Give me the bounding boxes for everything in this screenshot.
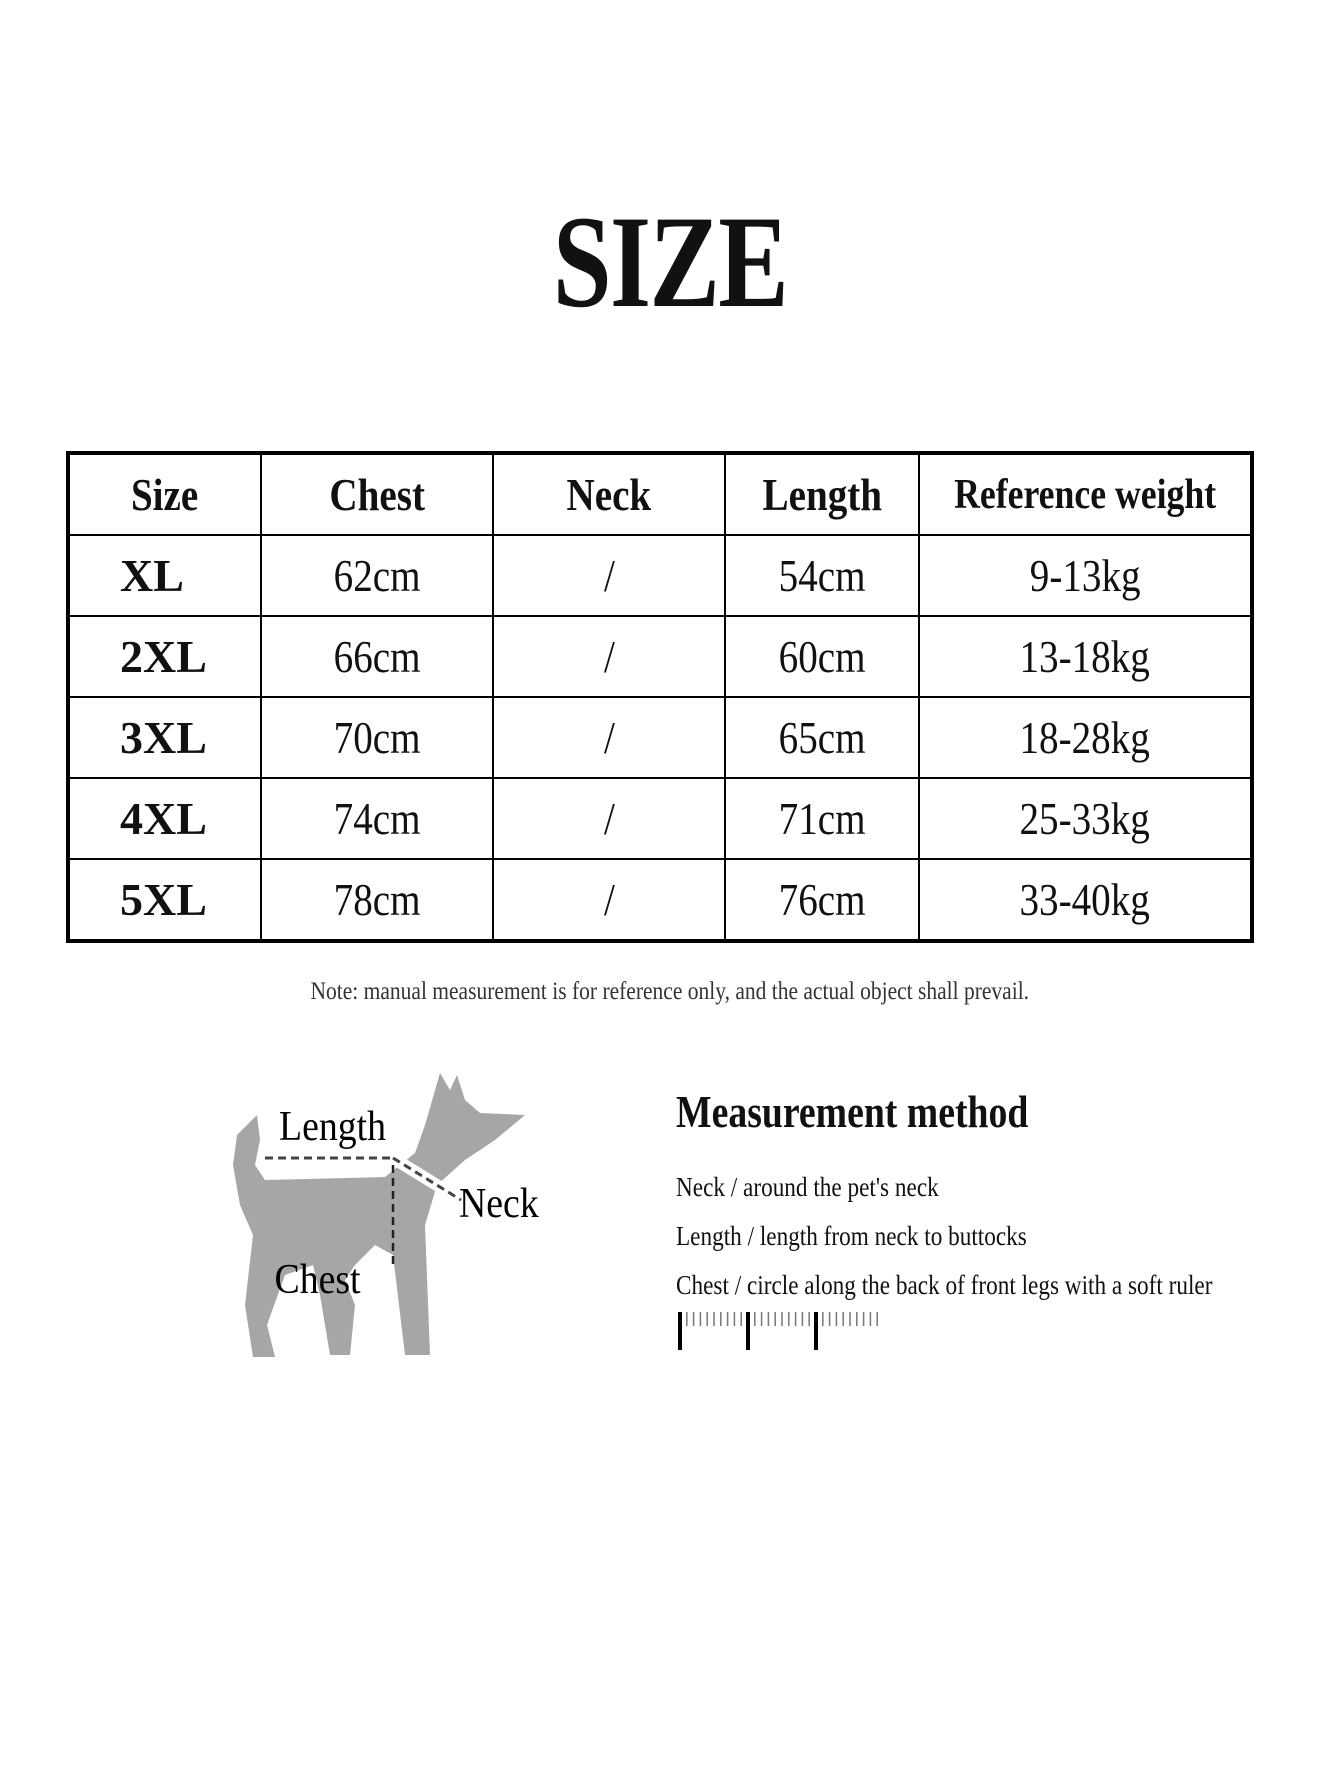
neck-cell: /	[492, 696, 726, 779]
length-cell: 54cm	[724, 534, 920, 617]
measurement-method-title: Measurement method	[676, 1086, 1029, 1137]
chest-cell: 70cm	[260, 696, 494, 779]
size-cell: XL	[67, 534, 262, 617]
header-reference-weight: Reference weight	[918, 452, 1253, 536]
method-line-neck: Neck / around the pet's neck	[676, 1172, 939, 1202]
weight-cell: 25-33kg	[918, 777, 1253, 860]
disclaimer-note: Note: manual measurement is for referenc…	[310, 978, 1030, 1005]
table-row: 2XL 66cm / 60cm 13-18kg	[67, 615, 1253, 698]
size-table: Size Chest Neck Length Reference weight …	[66, 451, 1254, 943]
length-cell: 76cm	[724, 858, 920, 942]
weight-cell: 9-13kg	[918, 534, 1253, 617]
size-cell: 2XL	[67, 615, 262, 698]
table-row: 5XL 78cm / 76cm 33-40kg	[67, 858, 1253, 942]
header-size: Size	[67, 452, 262, 536]
neck-cell: /	[492, 858, 726, 942]
size-cell: 5XL	[67, 858, 262, 942]
chest-cell: 74cm	[260, 777, 494, 860]
length-cell: 60cm	[724, 615, 920, 698]
dog-silhouette-icon	[233, 1073, 525, 1357]
table-row: XL 62cm / 54cm 9-13kg	[67, 534, 1253, 617]
ruler-icon	[678, 1312, 878, 1350]
page-title: SIZE	[552, 188, 789, 335]
method-line-length: Length / length from neck to buttocks	[676, 1221, 1027, 1251]
size-cell: 3XL	[67, 696, 262, 779]
chest-label: Chest	[275, 1255, 361, 1302]
chest-cell: 62cm	[260, 534, 494, 617]
chest-cell: 66cm	[260, 615, 494, 698]
table-row: 4XL 74cm / 71cm 25-33kg	[67, 777, 1253, 860]
length-cell: 65cm	[724, 696, 920, 779]
dog-measurement-diagram: Length Neck Chest	[233, 1073, 539, 1357]
header-chest: Chest	[260, 452, 494, 536]
weight-cell: 13-18kg	[918, 615, 1253, 698]
length-label: Length	[279, 1102, 386, 1149]
neck-cell: /	[492, 615, 726, 698]
chest-cell: 78cm	[260, 858, 494, 942]
table-header-row: Size Chest Neck Length Reference weight	[67, 452, 1253, 536]
header-length: Length	[724, 452, 920, 536]
table-row: 3XL 70cm / 65cm 18-28kg	[67, 696, 1253, 779]
neck-label: Neck	[459, 1179, 539, 1226]
method-line-chest: Chest / circle along the back of front l…	[676, 1270, 1213, 1300]
header-neck: Neck	[492, 452, 726, 536]
neck-cell: /	[492, 777, 726, 860]
size-cell: 4XL	[67, 777, 262, 860]
neck-cell: /	[492, 534, 726, 617]
length-cell: 71cm	[724, 777, 920, 860]
weight-cell: 33-40kg	[918, 858, 1253, 942]
weight-cell: 18-28kg	[918, 696, 1253, 779]
